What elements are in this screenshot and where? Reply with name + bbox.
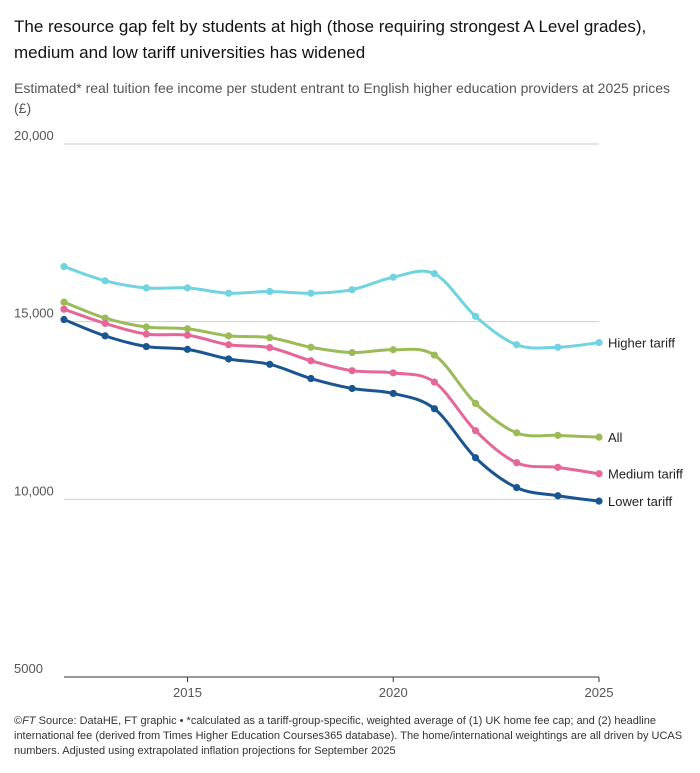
data-point-all	[307, 343, 315, 351]
data-point-medium-tariff	[101, 319, 109, 328]
data-point-medium-tariff	[266, 344, 274, 352]
data-point-medium-tariff	[307, 357, 315, 365]
data-point-lower-tariff	[595, 497, 603, 505]
series-label-higher-tariff: Higher tariff	[608, 336, 675, 351]
data-point-medium-tariff	[60, 305, 68, 313]
data-point-all	[513, 429, 521, 437]
data-point-medium-tariff	[595, 470, 603, 478]
data-point-lower-tariff	[471, 454, 480, 462]
data-point-higher-tariff	[183, 284, 192, 292]
data-point-lower-tariff	[101, 332, 109, 340]
data-point-all	[60, 298, 68, 306]
series-line-lower-tariff	[62, 318, 601, 503]
data-point-all	[225, 332, 233, 340]
gridlines	[64, 143, 599, 678]
data-point-higher-tariff	[101, 277, 109, 285]
data-point-all	[101, 314, 109, 322]
x-tick-label: 2020	[379, 685, 408, 700]
data-point-all	[348, 348, 356, 357]
y-tick-label: 10,000	[14, 483, 54, 498]
data-point-lower-tariff	[225, 355, 233, 363]
data-point-all	[554, 431, 562, 439]
y-tick-label: 20,000	[14, 128, 54, 143]
ft-brand: FT	[22, 715, 36, 727]
data-point-higher-tariff	[142, 284, 150, 292]
data-point-higher-tariff	[307, 289, 315, 297]
series-label-medium-tariff: Medium tariff	[608, 467, 683, 482]
data-point-higher-tariff	[348, 286, 356, 294]
series-labels: Higher tariff All Medium tariff Lower tarif…	[608, 336, 683, 509]
data-point-higher-tariff	[225, 289, 233, 297]
data-point-lower-tariff	[60, 315, 68, 324]
series-group	[60, 262, 603, 505]
data-point-medium-tariff	[183, 331, 192, 339]
data-point-all	[266, 334, 274, 342]
data-point-all	[471, 399, 480, 407]
data-point-medium-tariff	[513, 459, 521, 467]
data-point-lower-tariff	[266, 360, 274, 368]
series-label-all: All	[608, 430, 623, 445]
data-point-lower-tariff	[430, 405, 438, 413]
data-point-higher-tariff	[389, 273, 397, 281]
series-line-all	[62, 300, 601, 439]
data-point-medium-tariff	[225, 341, 233, 349]
data-point-all	[595, 433, 603, 441]
data-point-all	[183, 325, 192, 333]
series-label-lower-tariff: Lower tariff	[608, 494, 672, 509]
data-point-higher-tariff	[60, 262, 68, 271]
data-point-medium-tariff	[554, 463, 562, 471]
x-axis-ticks: 2015 2020 2025	[173, 677, 613, 700]
x-tick-label: 2025	[585, 685, 614, 700]
data-point-all	[142, 323, 150, 331]
data-point-higher-tariff	[430, 270, 438, 278]
source-note: ©FT Source: DataHE, FT graphic • *calcul…	[14, 714, 686, 759]
chart-subtitle: Estimated* real tuition fee income per s…	[14, 80, 671, 116]
data-point-medium-tariff	[389, 369, 397, 377]
data-point-lower-tariff	[348, 384, 356, 393]
data-point-lower-tariff	[554, 492, 562, 500]
data-point-higher-tariff	[513, 341, 521, 349]
y-tick-label: 5000	[14, 661, 43, 676]
data-point-lower-tariff	[142, 342, 150, 351]
data-point-medium-tariff	[142, 330, 150, 338]
data-point-medium-tariff	[471, 427, 480, 435]
y-axis-tick-labels: 5000 10,000 15,000 20,000	[14, 128, 54, 676]
data-point-higher-tariff	[471, 312, 480, 320]
data-point-higher-tariff	[595, 339, 603, 347]
source-text: Source: DataHE, FT graphic • *calculated…	[14, 715, 683, 757]
data-point-medium-tariff	[430, 378, 438, 386]
copyright-mark: ©	[14, 715, 23, 727]
data-point-higher-tariff	[554, 343, 562, 351]
data-point-lower-tariff	[389, 389, 397, 398]
data-point-lower-tariff	[513, 484, 521, 492]
x-tick-label: 2015	[173, 685, 202, 700]
data-point-lower-tariff	[307, 374, 315, 383]
data-point-medium-tariff	[348, 367, 356, 375]
y-tick-label: 15,000	[14, 306, 54, 321]
data-point-higher-tariff	[266, 287, 274, 296]
chart-title: The resource gap felt by students at hig…	[14, 17, 647, 62]
series-line-medium-tariff	[62, 307, 601, 476]
data-point-lower-tariff	[183, 345, 192, 353]
data-point-all	[389, 346, 397, 354]
data-point-all	[430, 351, 438, 359]
